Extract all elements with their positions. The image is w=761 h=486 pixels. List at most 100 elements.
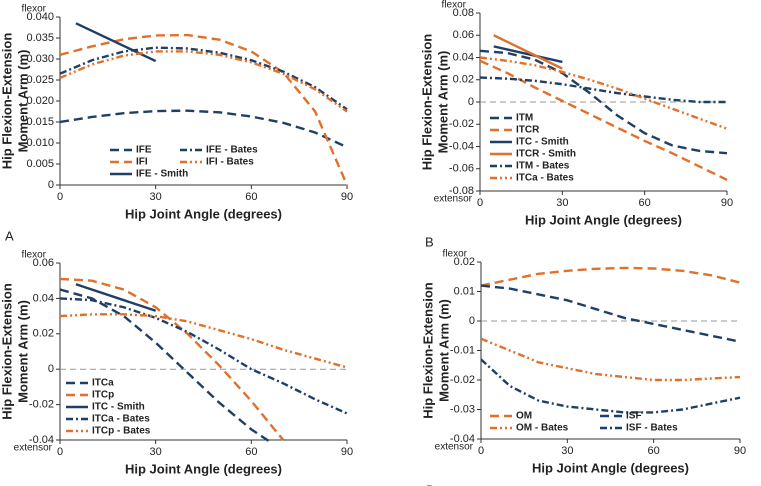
y-tick-label: 0.02 [453, 74, 474, 86]
y-axis-label: Moment Arm (m) [436, 299, 451, 402]
legend-label: ITC - Smith [92, 402, 145, 413]
y-axis-label: Hip Flexion-Extension [419, 34, 434, 171]
series-line [75, 22, 157, 63]
y-tick-label: 0.015 [26, 116, 54, 128]
legend-label: IFI - Bates [206, 157, 254, 168]
y-tick-label: -0.02 [29, 399, 54, 411]
series-line [481, 266, 741, 287]
series-line [60, 33, 349, 186]
series-line [480, 56, 728, 130]
x-tick-label: 60 [245, 191, 257, 203]
y-tick-label: 0.010 [26, 137, 54, 149]
series-line [493, 34, 563, 70]
y-tick-label: 0.025 [26, 74, 54, 86]
legend-label: ITCp - Bates [92, 426, 151, 437]
legend-label: IFE - Smith [136, 169, 188, 180]
x-axis-label: Hip Joint Angle (degrees) [525, 212, 682, 227]
y-tick-label: -0.04 [449, 140, 474, 152]
y-tick-label: 0.06 [33, 257, 54, 269]
x-tick-label: 0 [57, 446, 63, 458]
y-tick-label: -0.06 [449, 163, 474, 175]
legend-label: OM - Bates [516, 423, 569, 434]
x-tick-label: 30 [561, 445, 573, 457]
legend-label: IFE - Bates [206, 145, 258, 156]
y-tick-label: 0 [469, 315, 475, 327]
panel-letter: B [425, 234, 434, 249]
series-line [481, 284, 741, 343]
x-tick-label: 60 [245, 446, 257, 458]
legend-label: IFE [136, 145, 152, 156]
x-axis-label: Hip Joint Angle (degrees) [125, 206, 282, 221]
series-line [60, 109, 348, 149]
legend-label: ITM [516, 113, 533, 124]
extensor-label: extensor [435, 442, 474, 453]
y-tick-label: 0.020 [26, 95, 54, 107]
y-tick-label: -0.02 [449, 118, 474, 130]
y-tick-label: 0.06 [453, 29, 474, 41]
y-axis-label: Moment Arm (m) [15, 300, 30, 403]
y-tick-label: -0.03 [450, 403, 475, 415]
x-tick-label: 90 [721, 197, 733, 209]
panel: 0 0.005 0.010 0.015 0.020 0.025 0.030 0.035 0.04… [0, 4, 353, 244]
series-line [480, 76, 727, 104]
panel-letter: D [426, 482, 435, 486]
legend-label: IFI [136, 157, 148, 168]
x-tick-label: 60 [648, 445, 660, 457]
y-axis-label: Hip Flexion-Extension [420, 282, 435, 419]
legend-label: ITCa - Bates [516, 173, 574, 184]
y-axis-label: Moment Arm (m) [435, 51, 450, 154]
y-axis-label: Hip Flexion-Extension [0, 33, 14, 170]
x-tick-label: 60 [639, 197, 651, 209]
legend-label: ITCa - Bates [92, 414, 150, 425]
series-line [480, 49, 728, 155]
x-tick-label: 30 [150, 191, 162, 203]
panel: -0.08 -0.06 -0.04 -0.02 0 0.02 0.04 0.06 0.08 0 30… [419, 0, 733, 249]
legend-label: ITCR [516, 125, 540, 136]
y-tick-label: 0 [48, 179, 54, 191]
flexor-label: flexor [442, 0, 467, 11]
legend-label: ITCa [92, 378, 114, 389]
x-tick-label: 90 [734, 445, 746, 457]
y-tick-label: 0 [468, 96, 474, 108]
y-axis-label: Hip Flexion-Extension [0, 283, 14, 420]
y-tick-label: 0.035 [26, 32, 54, 44]
series-line [493, 45, 563, 64]
y-tick-label: 0.01 [454, 285, 475, 297]
extensor-label: extensor [434, 194, 473, 205]
panel-letter: C [5, 483, 14, 486]
series-line [60, 313, 348, 369]
legend-label: ITC - Smith [516, 137, 569, 148]
flexor-label: flexor [443, 249, 468, 260]
legend-label: ISF - Bates [626, 423, 678, 434]
y-tick-label: -0.02 [450, 374, 475, 386]
panel-letter: A [5, 228, 14, 243]
y-tick-label: 0.08 [453, 7, 474, 19]
legend-label: ITCp [92, 390, 114, 401]
series-line [75, 283, 157, 312]
legend-label: ITCR - Smith [516, 149, 576, 160]
flexor-label: flexor [22, 250, 47, 261]
series-line [60, 46, 348, 111]
series-line [481, 358, 741, 414]
series-line [481, 337, 741, 382]
y-tick-label: -0.01 [450, 344, 475, 356]
x-tick-label: 30 [150, 446, 162, 458]
x-tick-label: 0 [57, 191, 63, 203]
y-tick-label: -0.04 [29, 434, 54, 446]
y-tick-label: 0.04 [453, 51, 474, 63]
series-line [60, 297, 348, 415]
y-tick-label: -0.04 [450, 433, 475, 445]
y-tick-label: -0.08 [449, 185, 474, 197]
legend-label: ISF [626, 411, 642, 422]
panel: -0.04 -0.03 -0.02 -0.01 0 0.01 0.02 0 30 60 90 Hip … [420, 249, 746, 486]
x-axis-label: Hip Joint Angle (degrees) [532, 460, 689, 475]
x-tick-label: 0 [478, 445, 484, 457]
extensor-label: extensor [14, 443, 53, 454]
panel: -0.04 -0.02 0 0.02 0.04 0.06 0 30 60 90 Hip Joint … [0, 250, 353, 486]
x-tick-label: 0 [477, 197, 483, 209]
y-tick-label: 0.040 [26, 11, 54, 23]
legend-label: OM [516, 411, 532, 422]
series-line [60, 50, 348, 113]
y-tick-label: 0.02 [33, 328, 54, 340]
